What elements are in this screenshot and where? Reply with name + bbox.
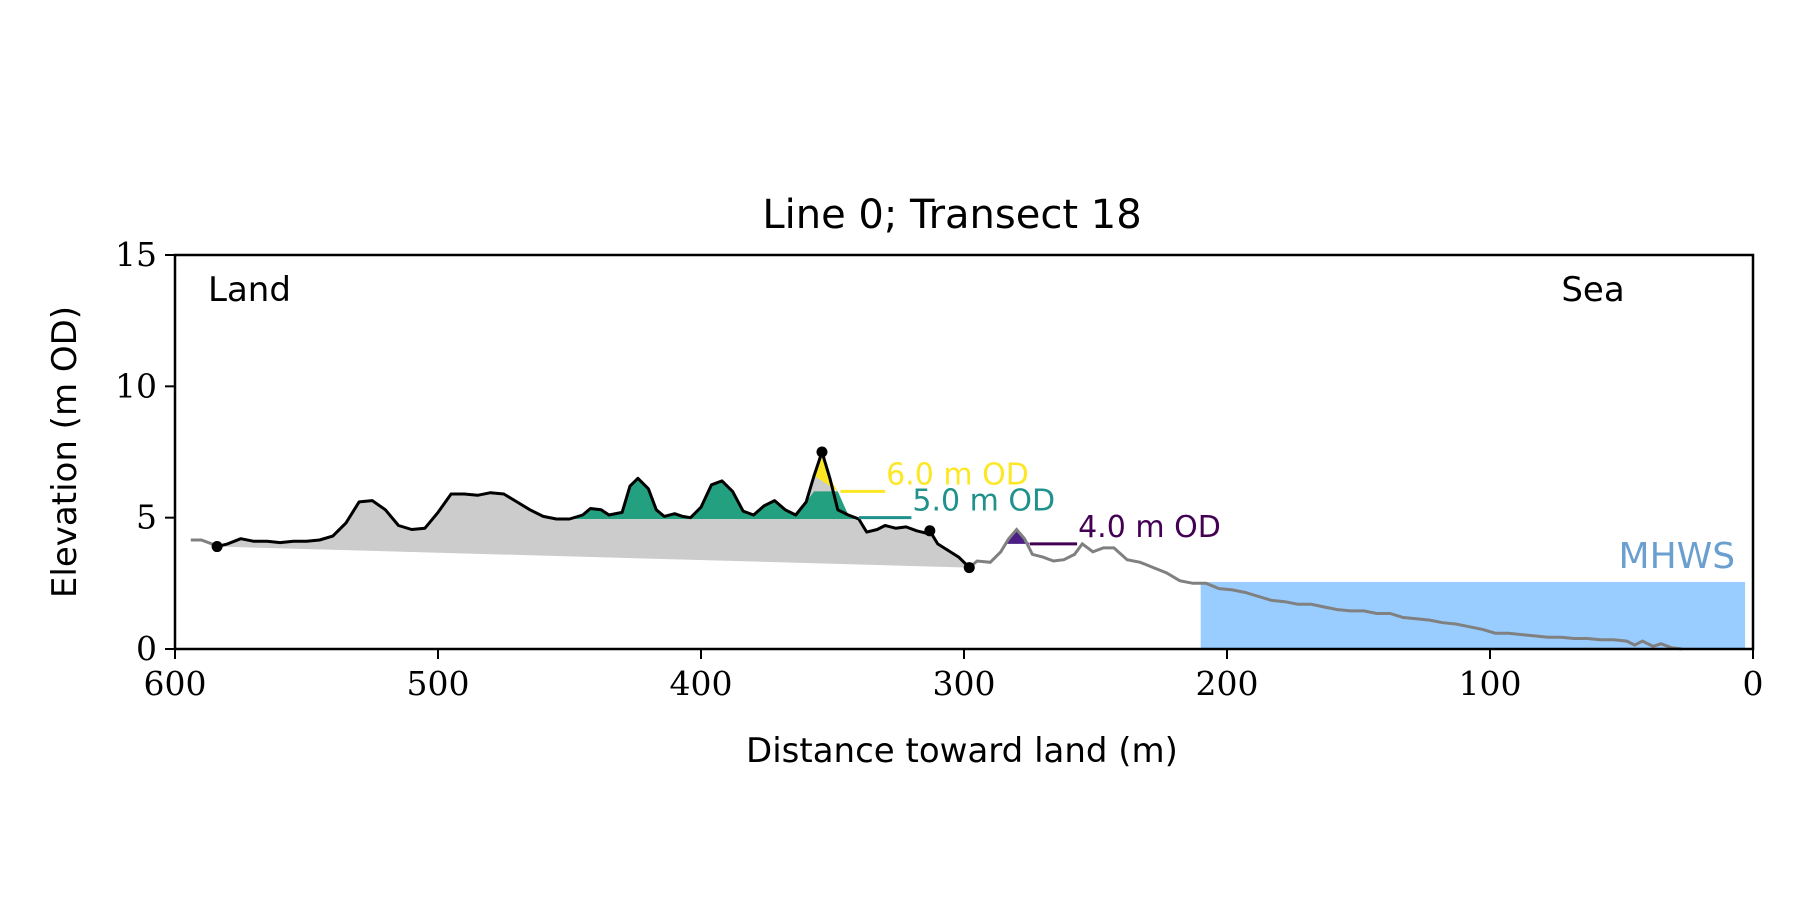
level-label-2: 5.0 m OD	[912, 484, 1055, 519]
chart-title: Line 0; Transect 18	[762, 192, 1141, 238]
dune-profile-line	[216, 450, 971, 569]
seaward-profile-line	[968, 527, 1683, 651]
y-tick-label: 10	[115, 366, 157, 405]
x-tick-label: 600	[144, 664, 207, 703]
x-tick-label: 400	[670, 664, 733, 703]
mhws-label: MHWS	[1619, 536, 1736, 577]
land-annotation: Land	[208, 270, 291, 310]
x-tick-label: 0	[1743, 664, 1764, 703]
x-tick-label: 300	[933, 664, 996, 703]
y-tick-label: 15	[115, 235, 157, 274]
x-axis-label: Distance toward land (m)	[746, 731, 1178, 771]
profile-marker-2	[816, 446, 828, 458]
y-tick-label: 5	[136, 498, 157, 537]
axes: 600 500 400 300 200 100 0 0 5 10 15	[115, 235, 1764, 703]
x-tick-label: 100	[1459, 664, 1522, 703]
x-tick-label: 500	[407, 664, 470, 703]
x-tick-label: 200	[1196, 664, 1259, 703]
profile-marker-4	[963, 562, 975, 574]
level-fill-5	[569, 478, 859, 519]
y-tick-label: 0	[136, 629, 157, 668]
mhws-water-fill	[1200, 582, 1746, 649]
level-label-3: 4.0 m OD	[1078, 510, 1221, 545]
level-label-1: 6.0 m OD	[886, 457, 1029, 492]
profile-marker-1	[211, 541, 223, 553]
plot-area: 6.0 m OD5.0 m OD 4.0 m OD MHWS	[190, 446, 1746, 651]
profile-marker-3	[924, 525, 936, 537]
y-axis-label: Elevation (m OD)	[45, 306, 85, 598]
sea-annotation: Sea	[1561, 270, 1624, 310]
